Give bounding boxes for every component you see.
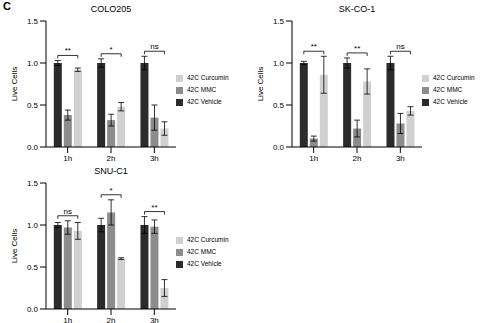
svg-text:3h: 3h: [150, 316, 159, 323]
svg-text:1.0: 1.0: [273, 59, 285, 68]
svg-text:0.0: 0.0: [27, 305, 39, 314]
html-text:42C Curcumin: 42C Curcumin: [187, 74, 229, 81]
svg-text:Live Cells: Live Cells: [256, 67, 265, 102]
svg-text:0.5: 0.5: [27, 101, 39, 110]
svg-text:ns: ns: [150, 42, 158, 51]
svg-text:0.0: 0.0: [27, 143, 39, 152]
svg-text:ns: ns: [64, 207, 72, 216]
html-text:COLO205: COLO205: [90, 4, 132, 14]
svg-text:**: **: [311, 42, 317, 51]
html-text:42C MMC: 42C MMC: [433, 86, 463, 93]
html-text:C: C: [3, 0, 11, 12]
html-text:SK-CO-1: SK-CO-1: [338, 4, 376, 14]
svg-text:*: *: [110, 45, 113, 54]
svg-text:ns: ns: [396, 42, 404, 51]
html-text:42C MMC: 42C MMC: [187, 86, 217, 93]
html-text:42C Vehicle: 42C Vehicle: [433, 98, 468, 105]
svg-text:1.5: 1.5: [27, 17, 39, 26]
html-text:42C Vehicle: 42C Vehicle: [187, 260, 222, 267]
svg-text:2h: 2h: [107, 316, 116, 323]
svg-text:*: *: [110, 186, 113, 195]
svg-text:3h: 3h: [150, 154, 159, 163]
html-text:42C Curcumin: 42C Curcumin: [187, 236, 229, 243]
svg-text:1.5: 1.5: [27, 179, 39, 188]
svg-text:Live Cells: Live Cells: [10, 229, 19, 264]
svg-text:1.5: 1.5: [273, 17, 285, 26]
svg-text:3h: 3h: [396, 154, 405, 163]
svg-text:2h: 2h: [107, 154, 116, 163]
svg-text:**: **: [65, 46, 71, 55]
svg-text:0.5: 0.5: [273, 101, 285, 110]
svg-text:1h: 1h: [63, 154, 72, 163]
html-text:42C Vehicle: 42C Vehicle: [187, 98, 222, 105]
svg-text:**: **: [151, 203, 157, 212]
svg-text:1.0: 1.0: [27, 59, 39, 68]
html-text:SNU-C1: SNU-C1: [94, 166, 128, 176]
svg-text:1h: 1h: [63, 316, 72, 323]
svg-text:Live Cells: Live Cells: [10, 67, 19, 102]
svg-text:0.5: 0.5: [27, 263, 39, 272]
svg-text:1.0: 1.0: [27, 221, 39, 230]
html-text:42C MMC: 42C MMC: [187, 248, 217, 255]
svg-text:**: **: [354, 44, 360, 53]
svg-text:0.0: 0.0: [273, 143, 285, 152]
svg-text:2h: 2h: [353, 154, 362, 163]
svg-text:1h: 1h: [309, 154, 318, 163]
html-text:42C Curcumin: 42C Curcumin: [433, 74, 475, 81]
